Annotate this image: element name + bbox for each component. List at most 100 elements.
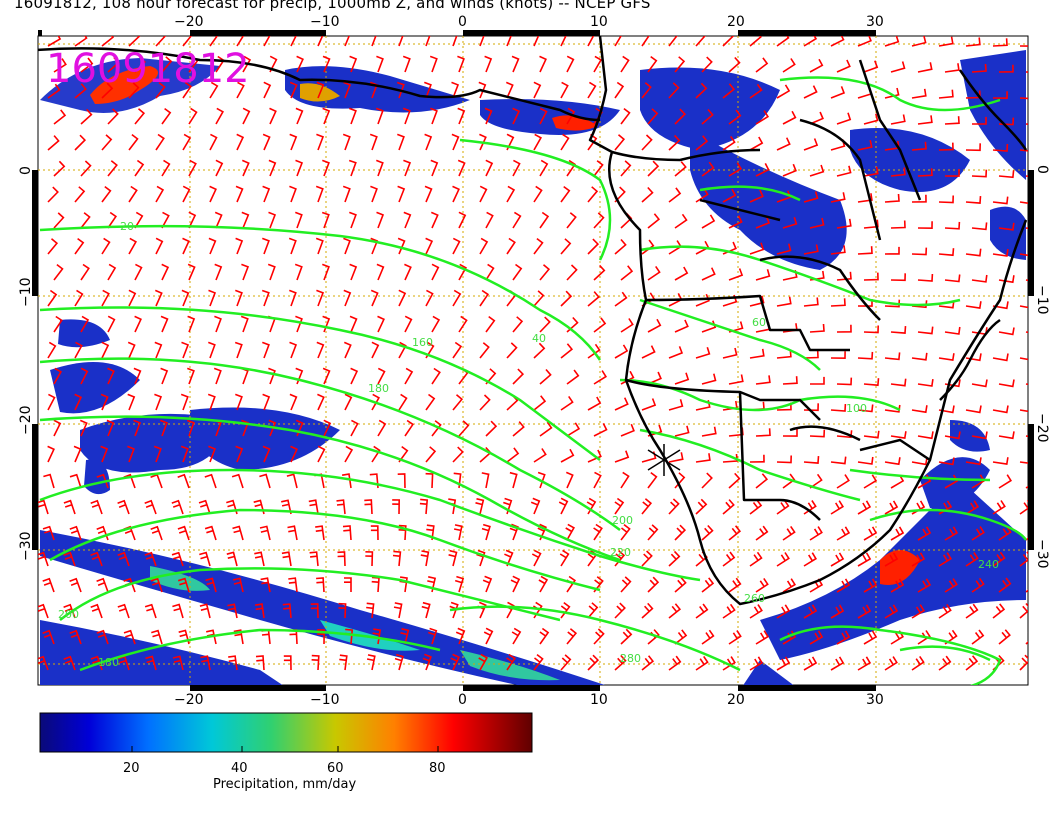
wind-barb bbox=[145, 655, 157, 671]
wind-barb bbox=[350, 419, 359, 437]
wind-barb bbox=[398, 445, 409, 463]
wind-barb bbox=[566, 264, 578, 281]
wind-barb bbox=[755, 163, 770, 177]
wind-barb bbox=[96, 473, 109, 489]
wind-barb bbox=[566, 212, 577, 229]
wind-barb bbox=[53, 315, 63, 333]
wind-barb bbox=[101, 237, 111, 255]
wind-barb bbox=[316, 133, 325, 151]
wind-barb bbox=[830, 500, 845, 515]
wind-barb bbox=[614, 602, 626, 619]
lat-tick-label: −30 bbox=[1034, 539, 1050, 569]
wind-barb bbox=[965, 196, 982, 204]
wind-barb bbox=[965, 603, 979, 619]
wind-barb bbox=[213, 367, 222, 385]
wind-barb bbox=[560, 36, 567, 47]
wind-barb bbox=[188, 211, 197, 229]
wind-barb bbox=[430, 107, 438, 125]
wind-barb bbox=[1019, 409, 1028, 413]
wind-barb bbox=[241, 159, 250, 177]
wind-barb bbox=[782, 578, 797, 593]
wind-barb bbox=[281, 551, 292, 567]
wind-barb bbox=[863, 272, 879, 281]
lon-tick-label: −10 bbox=[310, 692, 340, 708]
wind-barb bbox=[377, 419, 387, 437]
wind-barb bbox=[803, 36, 818, 47]
wind-barb bbox=[647, 524, 659, 541]
wind-barb bbox=[343, 289, 352, 307]
wind-barb bbox=[511, 627, 522, 645]
wind-barb bbox=[701, 214, 716, 229]
wind-barb bbox=[965, 37, 981, 47]
wind-barb bbox=[695, 135, 709, 151]
lon-tick-label: 0 bbox=[458, 14, 467, 30]
wind-barb bbox=[79, 419, 88, 437]
wind-barb bbox=[776, 84, 791, 99]
wind-barb bbox=[310, 603, 319, 619]
wind-barb bbox=[620, 160, 632, 177]
colorbar-tick-label: 80 bbox=[429, 761, 446, 776]
wind-barb bbox=[393, 602, 403, 619]
wind-barb bbox=[226, 551, 238, 567]
wind-barb bbox=[830, 36, 845, 47]
lat-tick-label: 0 bbox=[1034, 165, 1050, 174]
wind-barb bbox=[134, 159, 145, 177]
lon-tick-label: 30 bbox=[866, 692, 884, 708]
wind-barb bbox=[47, 238, 59, 255]
wind-barb bbox=[809, 164, 825, 177]
wind-barb bbox=[566, 369, 580, 385]
wind-barb bbox=[1019, 253, 1028, 257]
wind-barb bbox=[911, 141, 927, 151]
wind-barb bbox=[938, 655, 952, 671]
wind-barb bbox=[992, 551, 1006, 567]
wind-barb bbox=[457, 107, 466, 125]
wind-barb bbox=[857, 36, 872, 47]
wind-barb bbox=[944, 431, 961, 440]
wind-barb bbox=[295, 315, 303, 333]
lon-tick-label: 20 bbox=[727, 14, 745, 30]
wind-barb bbox=[749, 136, 764, 151]
wind-barb bbox=[695, 453, 711, 463]
wind-barb bbox=[755, 375, 771, 385]
wind-barb bbox=[269, 55, 278, 73]
wind-barb bbox=[161, 56, 173, 73]
wind-barb bbox=[485, 263, 495, 281]
wind-barb bbox=[1019, 499, 1028, 515]
precip-layer bbox=[40, 50, 1026, 685]
wind-barb bbox=[479, 394, 491, 411]
wind-barb bbox=[282, 603, 292, 619]
wind-barb bbox=[425, 472, 434, 489]
wind-barb bbox=[392, 499, 401, 515]
wind-barb bbox=[560, 601, 571, 619]
wind-barb bbox=[425, 393, 436, 411]
wind-barb bbox=[917, 326, 934, 335]
wind-barb bbox=[344, 393, 353, 411]
wind-barb bbox=[69, 525, 82, 541]
wind-barb bbox=[830, 403, 847, 412]
wind-barb bbox=[181, 341, 190, 359]
lon-labels-top: −20 −10 0 10 20 30 bbox=[174, 14, 884, 30]
wind-barb bbox=[614, 238, 627, 255]
wind-barb bbox=[533, 133, 542, 151]
wind-barb bbox=[90, 499, 103, 515]
wind-barb bbox=[289, 133, 298, 151]
wind-barb bbox=[90, 603, 103, 619]
wind-barb bbox=[431, 315, 441, 333]
wind-barb bbox=[533, 290, 545, 307]
wind-barb bbox=[289, 393, 298, 411]
wind-barb bbox=[482, 575, 493, 593]
wind-barb bbox=[620, 576, 632, 593]
lat-tick-label: −10 bbox=[1034, 285, 1050, 315]
wind-barb bbox=[641, 239, 655, 255]
wind-barb bbox=[803, 138, 819, 151]
wind-barb bbox=[428, 627, 438, 645]
wind-barb bbox=[316, 81, 325, 99]
wind-barb bbox=[38, 603, 49, 619]
wind-barb bbox=[539, 55, 547, 73]
wind-barb bbox=[566, 628, 578, 645]
wind-barb bbox=[674, 213, 688, 229]
wind-barb bbox=[154, 341, 163, 359]
wind-barb bbox=[431, 263, 440, 281]
wind-barb bbox=[971, 379, 988, 388]
wind-barb bbox=[890, 114, 906, 125]
